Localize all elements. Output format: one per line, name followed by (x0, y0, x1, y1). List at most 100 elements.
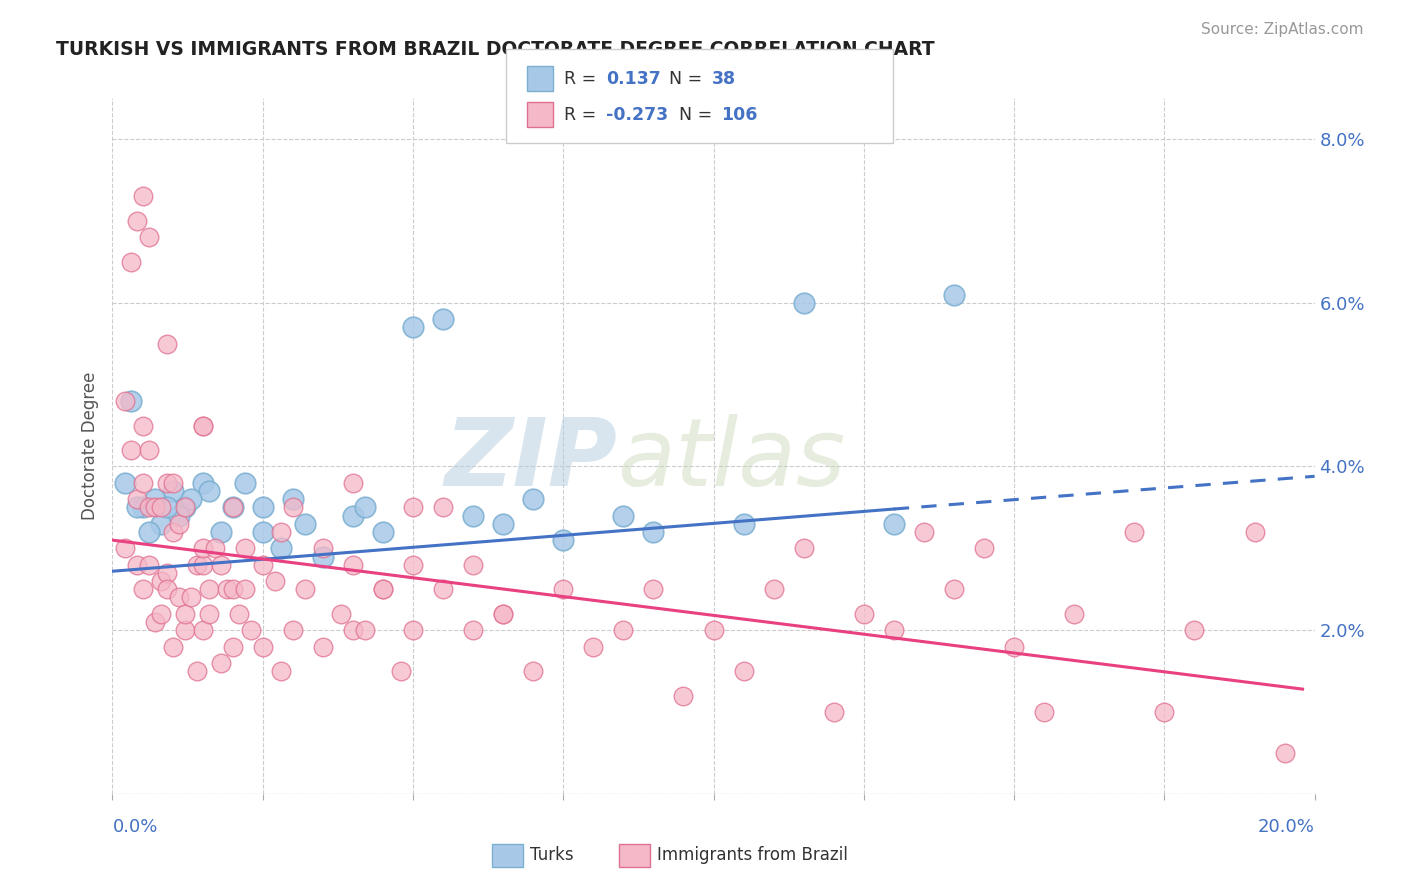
Point (162, 475, 184, 490)
Y-axis label: Doctorate Degree: Doctorate Degree (82, 372, 100, 520)
Point (233, 582, 256, 597)
Point (312, 549, 335, 564)
Point (793, 295, 815, 310)
Point (1243, 524, 1265, 539)
Point (131, 500, 153, 515)
Point (342, 558, 364, 572)
Point (138, 443, 160, 458)
Point (371, 582, 394, 597)
Point (173, 607, 195, 621)
Point (402, 500, 425, 515)
Point (138, 230, 160, 244)
Point (553, 582, 575, 597)
Point (852, 607, 875, 621)
Point (252, 640, 274, 654)
Point (233, 541, 256, 556)
Text: 106: 106 (721, 106, 758, 124)
Point (1033, 705, 1056, 719)
Point (553, 533, 575, 548)
Point (167, 591, 190, 605)
Point (114, 394, 136, 409)
Point (155, 582, 177, 597)
Point (312, 541, 335, 556)
Point (180, 591, 202, 605)
Point (173, 500, 195, 515)
Point (252, 558, 274, 572)
Point (252, 500, 274, 515)
Point (312, 640, 335, 654)
Point (612, 623, 634, 637)
Point (120, 443, 142, 458)
Point (209, 558, 232, 572)
Point (125, 558, 148, 572)
Point (191, 558, 214, 572)
Point (191, 418, 214, 433)
Point (270, 524, 292, 539)
Point (155, 566, 177, 580)
Point (1184, 623, 1206, 637)
Point (492, 516, 515, 531)
Text: 0.137: 0.137 (606, 70, 661, 88)
Text: Source: ZipAtlas.com: Source: ZipAtlas.com (1201, 22, 1364, 37)
Point (167, 516, 190, 531)
Point (643, 582, 665, 597)
Point (222, 500, 245, 515)
Point (762, 582, 785, 597)
Point (131, 418, 153, 433)
Point (389, 664, 412, 678)
Point (281, 623, 304, 637)
Point (281, 492, 304, 507)
Point (912, 524, 935, 539)
Point (461, 558, 484, 572)
Point (125, 214, 148, 228)
Point (793, 541, 815, 556)
Point (143, 500, 166, 515)
Point (222, 582, 245, 597)
Point (1002, 640, 1025, 654)
Point (162, 483, 184, 498)
Point (155, 500, 177, 515)
Point (1153, 705, 1175, 719)
Point (432, 312, 454, 326)
Point (143, 615, 166, 629)
Point (149, 607, 172, 621)
Point (149, 574, 172, 588)
Point (131, 582, 153, 597)
Point (342, 623, 364, 637)
Text: Immigrants from Brazil: Immigrants from Brazil (657, 847, 848, 864)
Point (270, 541, 292, 556)
Point (582, 640, 605, 654)
Point (522, 664, 544, 678)
Point (342, 508, 364, 523)
Point (138, 558, 160, 572)
Point (143, 492, 166, 507)
Point (270, 664, 292, 678)
Point (702, 623, 725, 637)
Point (402, 623, 425, 637)
Point (432, 500, 454, 515)
Point (149, 500, 172, 515)
Point (131, 475, 153, 490)
Point (186, 558, 208, 572)
Point (209, 524, 232, 539)
Point (263, 574, 285, 588)
Point (294, 516, 316, 531)
Point (222, 500, 245, 515)
Point (461, 508, 484, 523)
Point (492, 607, 515, 621)
Point (1123, 524, 1146, 539)
Point (823, 705, 845, 719)
Point (612, 508, 634, 523)
Point (733, 516, 755, 531)
Point (1274, 746, 1296, 760)
Point (1063, 607, 1085, 621)
Text: -0.273: -0.273 (606, 106, 668, 124)
Text: ZIP: ZIP (444, 414, 617, 506)
Text: R =: R = (564, 70, 602, 88)
Point (522, 492, 544, 507)
Point (191, 418, 214, 433)
Point (233, 475, 256, 490)
Point (125, 492, 148, 507)
Point (155, 336, 177, 351)
Point (114, 541, 136, 556)
